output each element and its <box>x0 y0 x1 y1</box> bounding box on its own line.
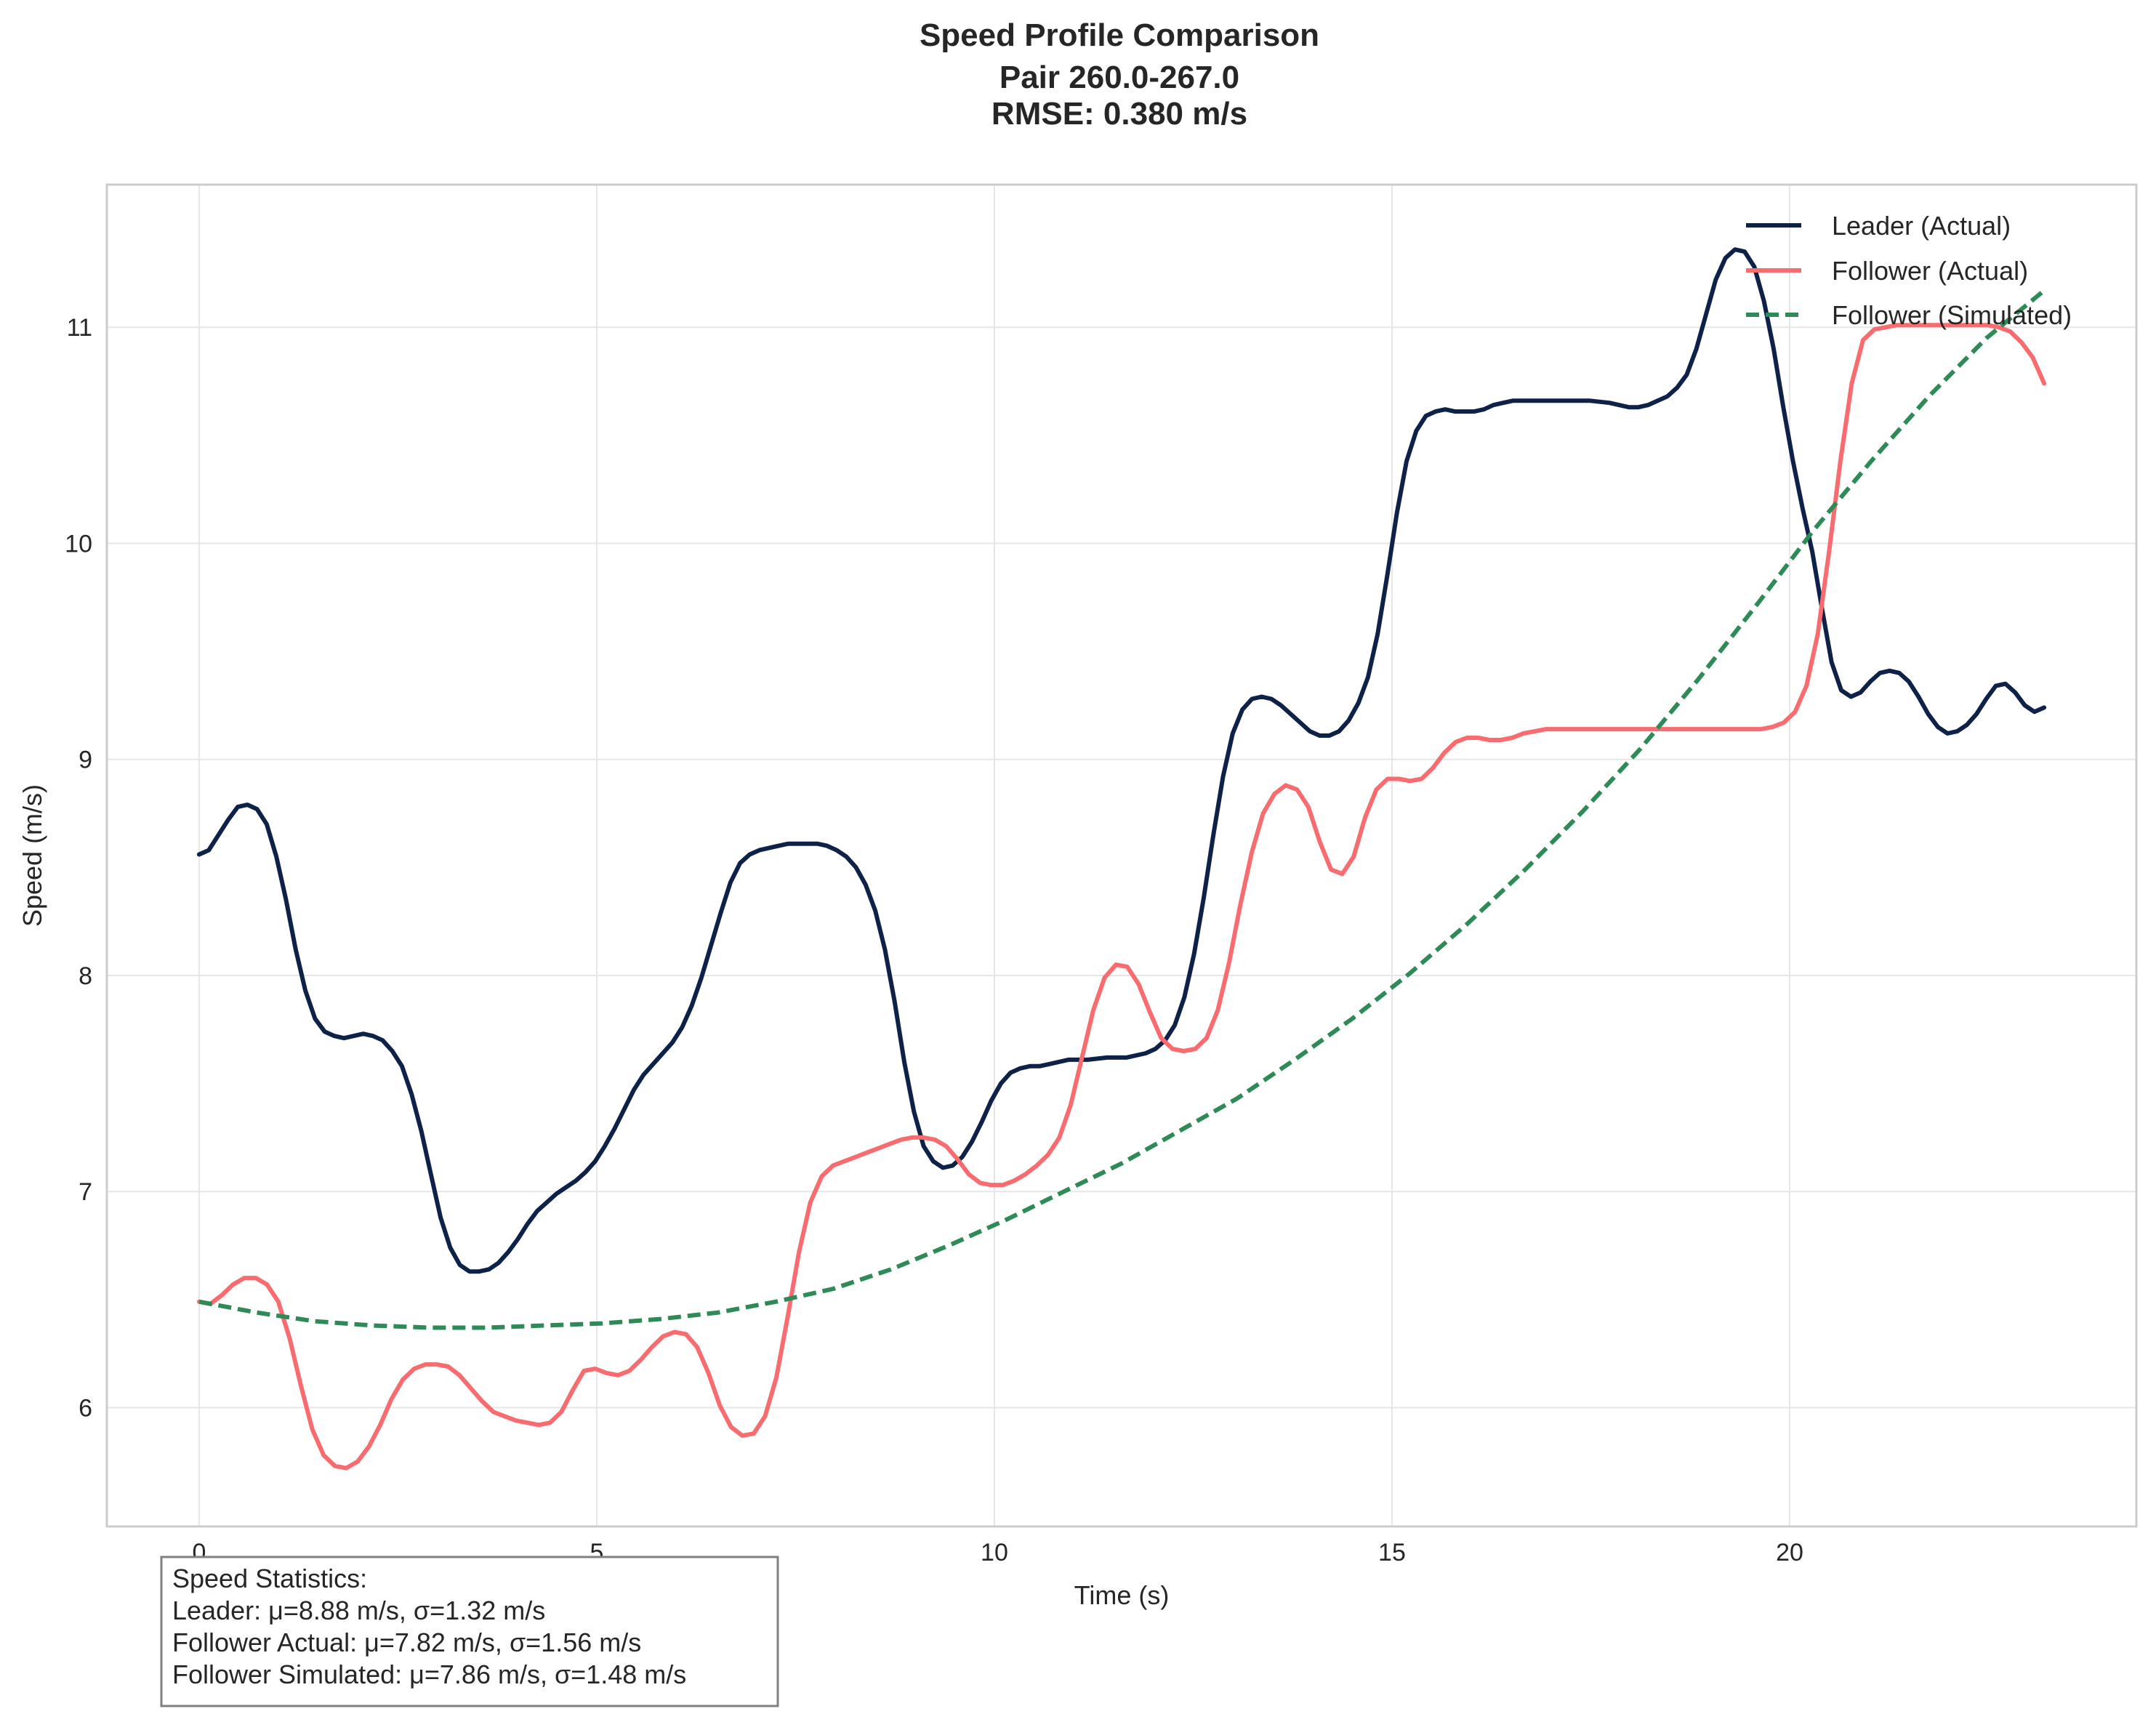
y-tick-label: 6 <box>79 1395 92 1423</box>
series-layer <box>196 247 2047 1470</box>
title-line-2: Pair 260.0-267.0 <box>999 60 1239 95</box>
stats-heading: Speed Statistics: <box>172 1564 367 1593</box>
y-tick-label: 9 <box>79 747 92 774</box>
legend-label-leader: Leader (Actual) <box>1832 211 2011 241</box>
stats-follower-actual: Follower Actual: μ=7.82 m/s, σ=1.56 m/s <box>172 1628 641 1657</box>
stats-box-frame <box>160 1556 779 1707</box>
chart-title: Speed Profile Comparison Pair 260.0-267.… <box>920 17 1319 132</box>
x-tick-label: 10 <box>981 1539 1008 1566</box>
x-tick-label: 20 <box>1776 1539 1803 1566</box>
stats-follower-simulated: Follower Simulated: μ=7.86 m/s, σ=1.48 m… <box>172 1659 686 1689</box>
legend-label-follower-actual: Follower (Actual) <box>1832 256 2028 286</box>
y-tick-label: 8 <box>79 962 92 990</box>
title-line-1: Speed Profile Comparison <box>920 17 1319 53</box>
y-tick-label: 10 <box>65 530 92 558</box>
grid <box>107 185 2136 1526</box>
y-tick-label: 7 <box>79 1178 92 1206</box>
stats-box: Speed Statistics: Leader: μ=8.88 m/s, σ=… <box>160 1556 779 1707</box>
legend: Leader (Actual) Follower (Actual) Follow… <box>1746 211 2072 330</box>
series-line-follower-simulated <box>198 289 2046 1330</box>
x-tick-label: 15 <box>1378 1539 1406 1566</box>
x-axis-label: Time (s) <box>1074 1580 1170 1610</box>
series-line-follower-actual <box>196 323 2047 1470</box>
series-line-leader <box>196 247 2047 1274</box>
plot-frame <box>105 183 2138 1528</box>
title-line-3: RMSE: 0.380 m/s <box>991 96 1247 132</box>
legend-label-follower-simulated: Follower (Simulated) <box>1832 300 2072 330</box>
y-tick-label: 11 <box>67 314 92 342</box>
stats-leader: Leader: μ=8.88 m/s, σ=1.32 m/s <box>172 1596 545 1625</box>
y-axis-label: Speed (m/s) <box>17 784 47 927</box>
